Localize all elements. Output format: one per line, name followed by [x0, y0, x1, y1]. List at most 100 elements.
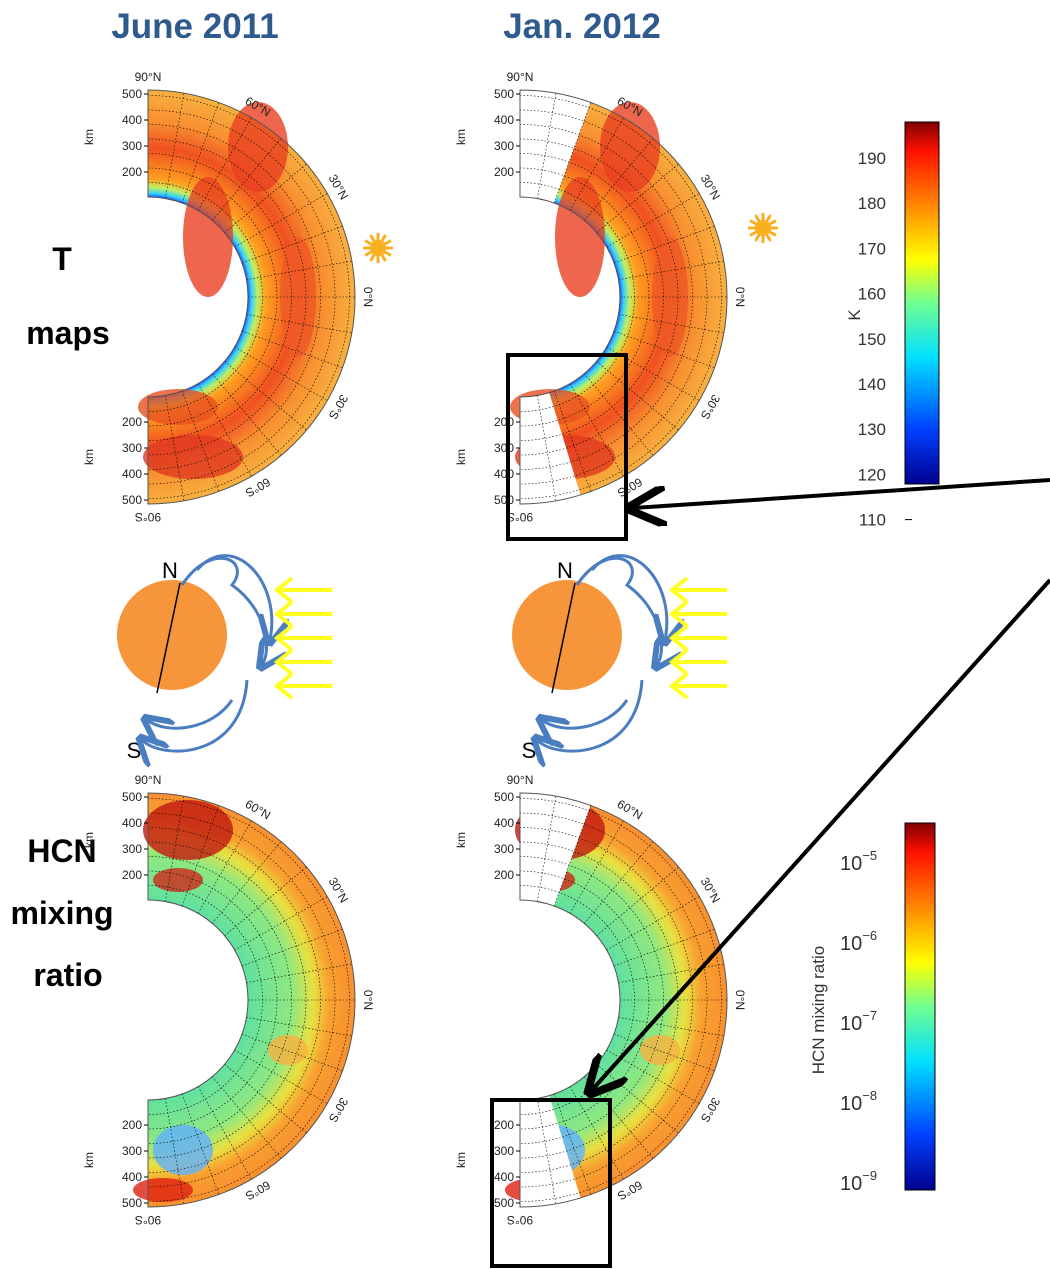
tick-base: 10 — [840, 853, 862, 875]
sunlight-arrow — [672, 626, 727, 650]
polar-map: 90°N60°N30°N0°N30°S60°S90°S5005004004003… — [82, 773, 375, 1227]
colorbar-tick: 10−5 — [840, 848, 877, 875]
field-blob — [640, 1035, 680, 1065]
tick-base: 10 — [840, 1093, 862, 1115]
altitude-label: 500 — [494, 790, 514, 804]
row-label: maps — [26, 315, 110, 351]
circulation — [542, 700, 627, 728]
altitude-label: 400 — [122, 1170, 142, 1184]
sunlight-arrow — [672, 578, 727, 602]
row-label: mixing — [10, 895, 113, 931]
latitude-label: 90°N — [135, 773, 162, 787]
altitude-label: 200 — [122, 868, 142, 882]
latitude-label: 90°S — [135, 510, 161, 524]
tick-exp: −5 — [862, 848, 877, 863]
planet — [512, 580, 622, 690]
altitude-label: 500 — [122, 493, 142, 507]
tick-base: 10 — [840, 1173, 862, 1195]
planet — [117, 580, 227, 690]
altitude-label: 500 — [122, 790, 142, 804]
field-blob — [133, 1178, 193, 1202]
tick-exp: −8 — [862, 1088, 877, 1103]
field-blob — [228, 102, 288, 192]
altitude-label: 200 — [122, 165, 142, 179]
latitude-label: 90°S — [507, 1213, 533, 1227]
altitude-label: 300 — [494, 139, 514, 153]
axis-unit: km — [454, 832, 468, 848]
field-blob — [143, 800, 233, 860]
altitude-label: 500 — [122, 1196, 142, 1210]
field-blob — [555, 177, 605, 297]
altitude-label: 300 — [122, 139, 142, 153]
field-blob — [268, 1035, 308, 1065]
latitude-label: 90°N — [507, 773, 534, 787]
sunlight-arrow — [672, 650, 727, 674]
latitude-label: 0°N — [733, 990, 747, 1010]
sunlight-arrow — [277, 674, 332, 698]
sun — [755, 220, 771, 236]
latitude-label: 90°S — [507, 510, 533, 524]
latitude-label: 90°N — [135, 70, 162, 84]
temperature-colorbar — [905, 122, 939, 484]
pole-label: N — [162, 558, 178, 583]
field-blob — [153, 868, 203, 892]
sunlight-arrow — [277, 626, 332, 650]
colorbar-tick: 140 — [858, 375, 886, 394]
colorbar-tick: 180 — [858, 194, 886, 213]
polar-map: 90°N60°N30°N0°N30°S60°S90°S5005004004003… — [82, 70, 375, 524]
field-blob — [153, 1125, 213, 1175]
latitude-label: 90°S — [135, 1213, 161, 1227]
tick-exp: −9 — [862, 1168, 877, 1183]
colorbar-tick: 150 — [858, 330, 886, 349]
hcn-colorbar — [905, 823, 935, 1190]
altitude-label: 400 — [494, 816, 514, 830]
colorbar-tick: 190 — [858, 149, 886, 168]
axis-unit: km — [82, 832, 96, 848]
colorbar-tick: 10−7 — [840, 1008, 877, 1035]
tick-exp: −7 — [862, 1008, 877, 1023]
altitude-label: 300 — [122, 441, 142, 455]
altitude-label: 500 — [122, 87, 142, 101]
sunlight-arrow — [277, 650, 332, 674]
colorbar-label: K — [845, 309, 864, 321]
altitude-label: 200 — [494, 165, 514, 179]
altitude-label: 500 — [494, 493, 514, 507]
sunlight-arrow — [277, 578, 332, 602]
colorbar-tick: 10−8 — [840, 1088, 877, 1115]
altitude-label: 200 — [122, 1118, 142, 1132]
altitude-label: 500 — [494, 87, 514, 101]
row-label: T — [52, 241, 72, 277]
maps: 90°N60°N30°N0°N30°S60°S90°S5005004004003… — [82, 70, 912, 1227]
tick-base: 10 — [840, 933, 862, 955]
row-label: ratio — [33, 957, 102, 993]
pole-label: S — [127, 738, 142, 763]
tick-exp: −6 — [862, 928, 877, 943]
axis-unit: km — [454, 1152, 468, 1168]
altitude-label: 400 — [494, 113, 514, 127]
axis-unit: km — [454, 129, 468, 145]
column-title: Jan. 2012 — [503, 7, 661, 46]
altitude-label: 300 — [494, 842, 514, 856]
column-title: June 2011 — [111, 7, 278, 46]
field-blob — [183, 177, 233, 297]
altitude-label: 500 — [494, 1196, 514, 1210]
altitude-label: 400 — [494, 467, 514, 481]
colorbar-tick: 110 — [859, 511, 886, 530]
latitude-label: 0°N — [361, 990, 375, 1010]
polar-map: 90°N60°N30°N0°N30°S60°S90°S5005004004003… — [454, 70, 747, 524]
polar-map: 90°N60°N30°N0°N30°S60°S90°S5005004004003… — [454, 773, 747, 1227]
axis-unit: km — [82, 1152, 96, 1168]
field-blob — [143, 435, 243, 479]
colorbar-tick: 170 — [858, 239, 886, 258]
latitude-label: 0°N — [361, 287, 375, 307]
sunlight-arrow — [672, 674, 727, 698]
colorbar-tick: 160 — [858, 285, 886, 304]
altitude-label: 200 — [122, 415, 142, 429]
sunlight-arrow — [277, 602, 332, 626]
axis-unit: km — [454, 449, 468, 465]
altitude-label: 400 — [122, 467, 142, 481]
figure: June 2011 Jan. 2012 T maps HCN mixing ra… — [0, 0, 1050, 1269]
altitude-label: 300 — [122, 842, 142, 856]
colorbar-tick: 10−6 — [840, 928, 877, 955]
altitude-label: 400 — [122, 113, 142, 127]
